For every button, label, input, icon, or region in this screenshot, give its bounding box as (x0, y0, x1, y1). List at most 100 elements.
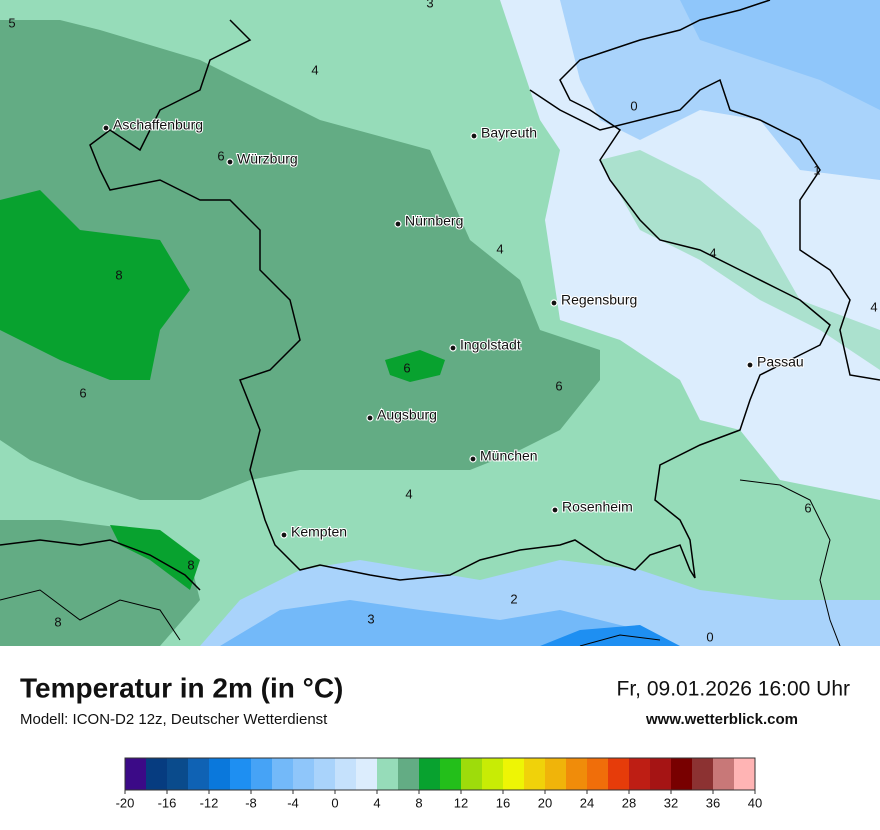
contour-label: 1 (813, 162, 820, 177)
colorbar-swatch (608, 758, 630, 790)
city-marker (470, 132, 478, 140)
colorbar-tick-label: 32 (664, 795, 678, 810)
city-marker (746, 361, 754, 369)
border-line (0, 539, 201, 591)
colorbar-tick-label: 4 (373, 795, 380, 810)
temp-area (540, 625, 680, 646)
contour-label: 6 (79, 385, 86, 400)
colorbar-swatch (503, 758, 525, 790)
city-label: Rosenheim (562, 499, 633, 515)
colorbar-tick-label: 24 (580, 795, 594, 810)
datetime: Fr, 09.01.2026 16:00 Uhr (617, 678, 851, 701)
colorbar-swatch (587, 758, 609, 790)
city-label: Aschaffenburg (113, 117, 203, 133)
colorbar: -20 -16 -12 -8 -4 0 4 8 12 16 20 24 28 32 36 40 (116, 757, 762, 810)
colorbar-swatch (566, 758, 588, 790)
city-label: Bayreuth (481, 125, 537, 141)
website: www.wetterblick.com (645, 711, 798, 728)
map: Aschaffenburg Würzburg Bayreuth Nürnberg Reg… (0, 0, 880, 646)
contour-label: 4 (311, 62, 318, 77)
colorbar-swatch (335, 758, 357, 790)
city-label: Passau (757, 354, 804, 370)
temp-area (680, 0, 880, 110)
colorbar-swatch (125, 758, 147, 790)
colorbar-swatch (167, 758, 189, 790)
colorbar-tick-label: 0 (331, 795, 338, 810)
colorbar-tick-label: 8 (415, 795, 422, 810)
colorbar-swatch (524, 758, 546, 790)
title: Temperatur in 2m (in °C) (20, 672, 343, 703)
temp-area (600, 150, 880, 370)
colorbar-swatch (734, 758, 756, 790)
contour-label: 3 (426, 0, 433, 10)
colorbar-swatch (398, 758, 420, 790)
contour-label: 2 (510, 591, 517, 606)
colorbar-tick-label: 40 (748, 795, 762, 810)
colorbar-swatch (419, 758, 441, 790)
colorbar-swatch (713, 758, 735, 790)
city-label: Ingolstadt (460, 337, 521, 353)
city-marker (102, 124, 110, 132)
contour-label: 4 (405, 486, 412, 501)
city-label: Augsburg (377, 407, 437, 423)
colorbar-tick-label: 12 (454, 795, 468, 810)
colorbar-tick-label: 20 (538, 795, 552, 810)
city-marker (551, 506, 559, 514)
colorbar-swatch (251, 758, 273, 790)
colorbar-tick-label: -16 (158, 795, 177, 810)
colorbar-swatch (188, 758, 210, 790)
city-marker (550, 299, 558, 307)
colorbar-tick-label: -20 (116, 795, 135, 810)
colorbar-swatch (671, 758, 693, 790)
city-marker (226, 158, 234, 166)
colorbar-swatch (440, 758, 462, 790)
subtitle: Modell: ICON-D2 12z, Deutscher Wetterdie… (20, 711, 328, 728)
colorbar-swatch (377, 758, 399, 790)
contour-label: 0 (706, 629, 713, 644)
city-label: Regensburg (561, 292, 637, 308)
colorbar-swatch (650, 758, 672, 790)
colorbar-swatch (209, 758, 231, 790)
city-marker (469, 455, 477, 463)
contour-label: 4 (496, 241, 503, 256)
colorbar-swatch (272, 758, 294, 790)
colorbar-tick-label: -8 (245, 795, 257, 810)
colorbar-frame (124, 757, 756, 791)
colorbar-swatch (293, 758, 315, 790)
colorbar-tick-label: -12 (200, 795, 219, 810)
temp-area (0, 190, 190, 380)
city-marker (449, 344, 457, 352)
contour-label: 6 (217, 148, 224, 163)
contour-label: 8 (54, 614, 61, 629)
contour-label: 8 (187, 557, 194, 572)
colorbar-swatch (461, 758, 483, 790)
border-line (89, 0, 831, 581)
contour-label: 8 (115, 267, 122, 282)
colorbar-tick-label: -4 (287, 795, 299, 810)
colorbar-swatch (482, 758, 504, 790)
city-label: Würzburg (237, 151, 298, 167)
city-marker (280, 531, 288, 539)
contour-label: 6 (403, 360, 410, 375)
colorbar-swatch (314, 758, 336, 790)
contour-label: 6 (555, 378, 562, 393)
colorbar-swatch (629, 758, 651, 790)
colorbar-swatch (545, 758, 567, 790)
colorbar-swatch (356, 758, 378, 790)
temp-area (220, 600, 660, 646)
colorbar-tick-label: 36 (706, 795, 720, 810)
contour-label: 0 (630, 98, 637, 113)
city-marker (366, 414, 374, 422)
colorbar-swatch (230, 758, 252, 790)
colorbar-tick-label: 16 (496, 795, 510, 810)
city-marker (394, 220, 402, 228)
border-line (0, 479, 841, 646)
city-label: Nürnberg (405, 213, 463, 229)
contour-label: 5 (8, 15, 15, 30)
map-labels: Aschaffenburg Würzburg Bayreuth Nürnberg Reg… (8, 0, 877, 644)
contour-label: 6 (804, 500, 811, 515)
contour-label: 3 (367, 611, 374, 626)
city-label: München (480, 448, 538, 464)
contour-label: 4 (709, 245, 716, 260)
